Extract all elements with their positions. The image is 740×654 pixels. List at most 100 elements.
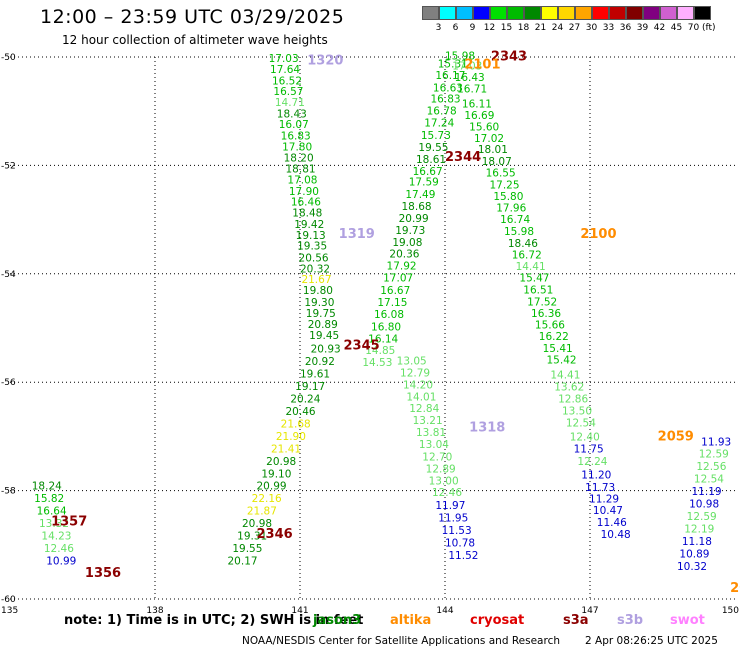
wave-height-point: 13.50 bbox=[562, 405, 592, 417]
color-scale-swatch bbox=[422, 6, 439, 20]
color-scale-swatch bbox=[643, 6, 660, 20]
wave-height-point: 11.52 bbox=[448, 550, 478, 562]
color-scale-swatch bbox=[609, 6, 626, 20]
wave-height-point: 18.46 bbox=[508, 238, 538, 250]
wave-height-point: 16.14 bbox=[368, 333, 398, 345]
y-tick-label: -50 bbox=[1, 53, 16, 63]
wave-height-point: 11.97 bbox=[435, 500, 465, 512]
wave-height-point: 14.20 bbox=[403, 379, 433, 391]
y-tick-label: -54 bbox=[1, 270, 16, 280]
wave-height-point: 16.11 bbox=[462, 99, 492, 111]
wave-height-point: 10.78 bbox=[445, 538, 475, 550]
color-scale-unit: (ft) bbox=[702, 23, 716, 33]
wave-height-point: 18.20 bbox=[284, 152, 314, 164]
wave-height-point: 17.49 bbox=[405, 189, 435, 201]
wave-height-point: 16.57 bbox=[273, 86, 303, 98]
color-scale-swatch bbox=[473, 6, 490, 20]
color-scale-swatch bbox=[694, 6, 711, 20]
mission-legend-s3a: s3a bbox=[563, 613, 589, 628]
wave-height-point: 16.69 bbox=[464, 110, 494, 122]
wave-height-point: 20.24 bbox=[290, 393, 320, 405]
wave-height-point: 11.95 bbox=[438, 513, 468, 525]
wave-height-point: 16.55 bbox=[486, 167, 516, 179]
mission-legend-cryosat: cryosat bbox=[470, 613, 525, 628]
wave-height-point: 10.99 bbox=[46, 556, 76, 568]
generated-timestamp: 2 Apr 08:26:25 UTC 2025 bbox=[585, 635, 718, 647]
wave-height-point: 18.48 bbox=[292, 208, 322, 220]
wave-height-point: 19.45 bbox=[309, 330, 339, 342]
wave-height-point: 14.23 bbox=[41, 531, 71, 543]
wave-height-point: 11.73 bbox=[585, 482, 615, 494]
wave-height-point: 16.08 bbox=[374, 309, 404, 321]
wave-height-point: 16.17 bbox=[435, 70, 465, 82]
color-scale-label: 15 bbox=[500, 23, 513, 33]
wave-height-point: 14.01 bbox=[406, 391, 436, 403]
wave-height-point: 18.68 bbox=[402, 201, 432, 213]
wave-height-point: 16.78 bbox=[427, 106, 457, 118]
pass-time-label: 2345 bbox=[344, 338, 380, 353]
wave-height-point: 13.04 bbox=[419, 439, 449, 451]
wave-height-point: 19.30 bbox=[304, 297, 334, 309]
wave-height-point: 17.02 bbox=[474, 133, 504, 145]
color-scale-label: 12 bbox=[483, 23, 496, 33]
wave-height-point: 20.32 bbox=[300, 263, 330, 275]
credit-text: NOAA/NESDIS Center for Satellite Applica… bbox=[242, 635, 560, 647]
mission-legend-swot: swot bbox=[670, 613, 705, 628]
mission-legend: jason3 altika cryosat s3a s3b swot bbox=[305, 613, 740, 629]
wave-height-point: 11.53 bbox=[442, 525, 472, 537]
x-tick-label: 147 bbox=[581, 606, 598, 616]
color-scale-label: 33 bbox=[602, 23, 615, 33]
wave-height-point: 16.83 bbox=[431, 94, 461, 106]
wave-height-point: 20.93 bbox=[311, 344, 341, 356]
wave-height-point: 11.46 bbox=[597, 517, 627, 529]
color-scale-swatch bbox=[592, 6, 609, 20]
color-scale-swatch bbox=[626, 6, 643, 20]
wave-height-point: 17.64 bbox=[270, 64, 300, 76]
wave-height-point: 20.17 bbox=[228, 556, 258, 568]
wave-height-point: 15.98 bbox=[445, 50, 475, 62]
color-scale-label: 6 bbox=[452, 23, 459, 33]
wave-height-point: 22.16 bbox=[252, 493, 282, 505]
wave-height-point: 17.07 bbox=[383, 273, 413, 285]
wave-height-point: 13.05 bbox=[397, 356, 427, 368]
wave-height-point: 16.74 bbox=[500, 214, 530, 226]
color-scale-swatch bbox=[507, 6, 524, 20]
wave-height-point: 19.61 bbox=[300, 369, 330, 381]
wave-height-point: 16.43 bbox=[455, 72, 485, 84]
wave-height-point: 17.52 bbox=[527, 296, 557, 308]
wave-height-point: 15.66 bbox=[535, 320, 565, 332]
wave-height-point: 19.31 bbox=[237, 531, 267, 543]
pass-time-label: 1357 bbox=[51, 514, 87, 529]
color-scale-swatch bbox=[524, 6, 541, 20]
wave-height-point: 12.54 bbox=[566, 417, 596, 429]
y-tick-label: -52 bbox=[1, 161, 16, 171]
wave-height-point: 19.55 bbox=[232, 543, 262, 555]
color-scale-label: 24 bbox=[551, 23, 564, 33]
color-scale-label: 39 bbox=[636, 23, 649, 33]
wave-height-point: 16.07 bbox=[279, 119, 309, 131]
wave-height-point: 16.52 bbox=[272, 75, 302, 87]
color-scale-label: 21 bbox=[534, 23, 547, 33]
pass-time-label: 2059 bbox=[658, 429, 694, 444]
wave-height-point: 18.61 bbox=[416, 154, 446, 166]
wave-height-point: 20.98 bbox=[242, 518, 272, 530]
pass-time-label: 2100 bbox=[580, 227, 616, 242]
wave-height-point: 16.67 bbox=[413, 166, 443, 178]
wave-height-point: 21.90 bbox=[276, 431, 306, 443]
wave-height-point: 15.47 bbox=[519, 273, 549, 285]
wave-height-point: 10.48 bbox=[601, 529, 631, 541]
wave-height-point: 12.84 bbox=[409, 403, 439, 415]
wave-height-point: 20.89 bbox=[308, 319, 338, 331]
pass-time-label: 1319 bbox=[339, 227, 375, 242]
wave-height-point: 17.24 bbox=[424, 118, 454, 130]
wave-height-point: 10.32 bbox=[677, 561, 707, 573]
wave-height-point: 16.46 bbox=[291, 197, 321, 209]
color-scale-label: 30 bbox=[585, 23, 598, 33]
wave-height-point: 21.41 bbox=[271, 443, 301, 455]
wave-height-point: 12.70 bbox=[422, 451, 452, 463]
wave-height-point: 16.64 bbox=[37, 506, 67, 518]
wave-height-point: 19.17 bbox=[295, 381, 325, 393]
wave-height-point: 17.03 bbox=[452, 61, 482, 73]
color-scale-label: 70 bbox=[687, 23, 700, 33]
